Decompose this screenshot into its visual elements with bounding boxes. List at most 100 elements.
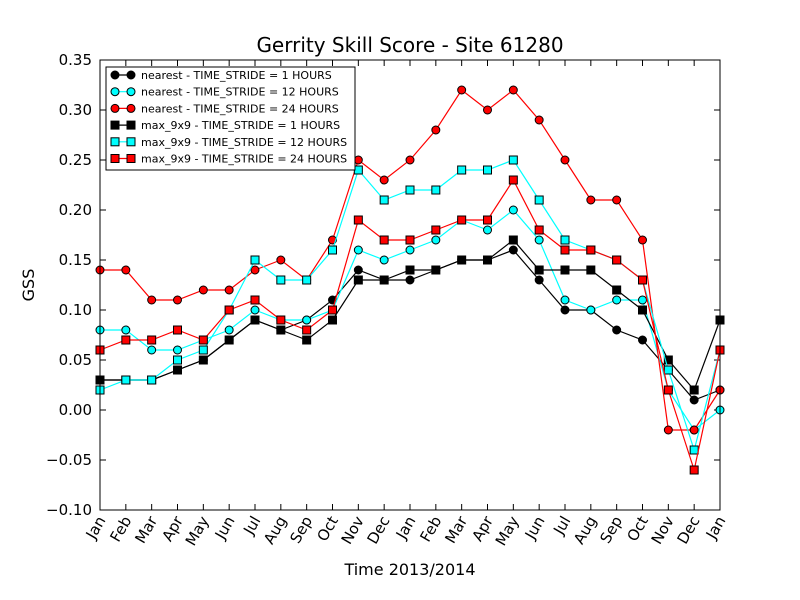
data-point — [224, 285, 234, 295]
x-tick-label: Sep — [596, 513, 626, 546]
data-point — [379, 175, 389, 185]
data-point — [276, 255, 286, 265]
data-point — [198, 345, 208, 355]
data-point — [224, 335, 234, 345]
data-point — [508, 245, 518, 255]
data-point — [405, 275, 415, 285]
data-point — [534, 225, 544, 235]
legend-marker — [110, 103, 120, 113]
data-point — [198, 355, 208, 365]
data-point — [560, 235, 570, 245]
data-point — [302, 325, 312, 335]
data-point — [147, 295, 157, 305]
x-tick-label: Dec — [364, 513, 394, 547]
data-point — [431, 125, 441, 135]
legend-label: nearest - TIME_STRIDE = 24 HOURS — [141, 102, 339, 115]
y-tick-label: −0.10 — [46, 501, 92, 519]
data-point — [508, 175, 518, 185]
series-line — [100, 239, 721, 392]
data-point — [586, 195, 596, 205]
legend-marker — [126, 70, 136, 80]
data-point — [638, 305, 647, 315]
x-tick-label: Oct — [623, 513, 652, 545]
data-point — [560, 265, 570, 275]
data-point — [302, 335, 312, 345]
legend-marker — [126, 120, 136, 130]
y-tick-label: 0.25 — [59, 151, 92, 169]
data-point — [457, 85, 467, 95]
y-tick-label: 0.35 — [59, 51, 92, 69]
data-point — [353, 155, 363, 165]
data-point — [534, 115, 544, 125]
y-tick-label: −0.05 — [46, 451, 92, 469]
data-point — [250, 305, 260, 315]
data-point — [379, 275, 389, 285]
x-tick-label: Nov — [648, 513, 678, 547]
y-axis-label: GSS — [19, 269, 38, 302]
data-point — [198, 285, 208, 295]
data-point — [508, 85, 518, 95]
y-tick-label: 0.10 — [59, 301, 92, 319]
data-point — [353, 245, 363, 255]
data-point — [250, 295, 260, 305]
legend-label: max_9x9 - TIME_STRIDE = 24 HOURS — [141, 153, 347, 166]
x-axis-label: Time 2013/2014 — [343, 560, 475, 579]
data-point — [638, 235, 647, 245]
data-point — [483, 225, 492, 235]
data-point — [328, 315, 337, 325]
y-tick-label: 0.15 — [59, 251, 92, 269]
data-point — [508, 235, 518, 245]
data-point — [638, 335, 647, 345]
data-point — [457, 215, 467, 225]
data-point — [689, 425, 699, 435]
data-point — [431, 265, 441, 275]
data-point — [405, 245, 415, 255]
data-point — [534, 275, 544, 285]
data-point — [534, 195, 544, 205]
data-point — [612, 295, 622, 305]
x-tick-label: Nov — [338, 513, 368, 547]
legend-label: nearest - TIME_STRIDE = 12 HOURS — [141, 86, 339, 99]
data-point — [173, 295, 182, 305]
data-point — [405, 235, 415, 245]
legend-label: max_9x9 - TIME_STRIDE = 12 HOURS — [141, 136, 347, 149]
plot-frame — [99, 59, 721, 511]
data-point — [560, 155, 570, 165]
data-point — [328, 305, 337, 315]
data-point — [121, 265, 131, 275]
data-point — [250, 255, 260, 265]
data-point — [431, 225, 441, 235]
data-point — [147, 335, 157, 345]
data-point — [379, 255, 389, 265]
y-tick-label: 0.05 — [59, 351, 92, 369]
x-tick-label: May — [492, 513, 523, 549]
data-point — [276, 275, 286, 285]
data-point — [431, 185, 441, 195]
data-point — [586, 245, 596, 255]
x-tick-label: Jan — [392, 513, 420, 543]
data-point — [560, 305, 570, 315]
legend-label: nearest - TIME_STRIDE = 1 HOURS — [141, 69, 332, 82]
legend-frame — [105, 66, 356, 171]
x-tick-label: Aug — [570, 513, 600, 547]
data-point — [224, 305, 234, 315]
data-point — [612, 195, 622, 205]
data-point — [483, 215, 492, 225]
data-point — [638, 275, 647, 285]
data-point — [276, 325, 286, 335]
series-line — [99, 159, 721, 453]
data-point — [483, 255, 492, 265]
x-tick-label: Jan — [702, 513, 730, 543]
data-point — [483, 165, 492, 175]
data-point — [534, 235, 544, 245]
legend-label: max_9x9 - TIME_STRIDE = 1 HOURS — [141, 119, 340, 132]
data-point — [302, 315, 312, 325]
data-point — [198, 335, 208, 345]
data-point — [302, 275, 312, 285]
legend-marker — [126, 137, 136, 147]
data-point — [379, 235, 389, 245]
data-point — [508, 205, 518, 215]
x-tick-label: May — [182, 513, 213, 549]
data-point — [121, 335, 131, 345]
data-point — [147, 345, 157, 355]
